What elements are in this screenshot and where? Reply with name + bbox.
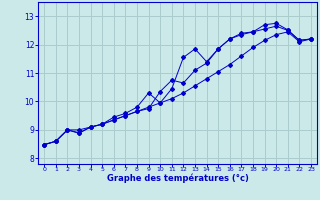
X-axis label: Graphe des températures (°c): Graphe des températures (°c) — [107, 174, 249, 183]
